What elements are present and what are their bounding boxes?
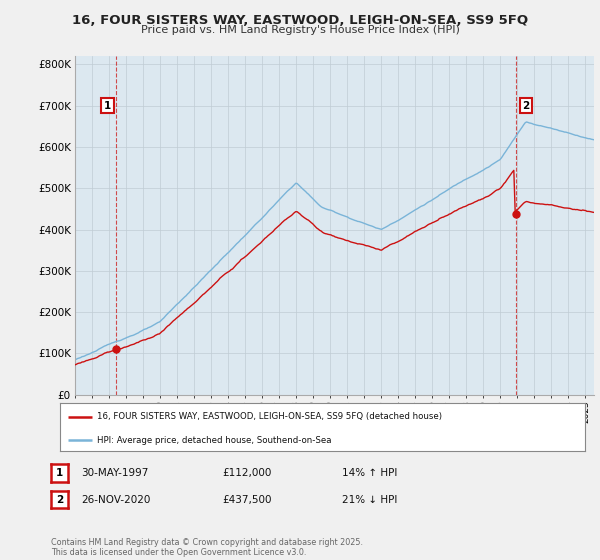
- Text: 16, FOUR SISTERS WAY, EASTWOOD, LEIGH-ON-SEA, SS9 5FQ (detached house): 16, FOUR SISTERS WAY, EASTWOOD, LEIGH-ON…: [97, 412, 442, 421]
- Text: 30-MAY-1997: 30-MAY-1997: [81, 468, 148, 478]
- Text: 16, FOUR SISTERS WAY, EASTWOOD, LEIGH-ON-SEA, SS9 5FQ: 16, FOUR SISTERS WAY, EASTWOOD, LEIGH-ON…: [72, 14, 528, 27]
- Text: 26-NOV-2020: 26-NOV-2020: [81, 494, 151, 505]
- Text: Contains HM Land Registry data © Crown copyright and database right 2025.
This d: Contains HM Land Registry data © Crown c…: [51, 538, 363, 557]
- Text: 21% ↓ HPI: 21% ↓ HPI: [342, 494, 397, 505]
- Text: 2: 2: [523, 101, 530, 110]
- Text: 2: 2: [56, 494, 63, 505]
- Text: £112,000: £112,000: [222, 468, 271, 478]
- Text: £437,500: £437,500: [222, 494, 271, 505]
- Text: 14% ↑ HPI: 14% ↑ HPI: [342, 468, 397, 478]
- Text: Price paid vs. HM Land Registry's House Price Index (HPI): Price paid vs. HM Land Registry's House …: [140, 25, 460, 35]
- Text: 1: 1: [104, 101, 111, 110]
- Text: 1: 1: [56, 468, 63, 478]
- Text: HPI: Average price, detached house, Southend-on-Sea: HPI: Average price, detached house, Sout…: [97, 436, 331, 445]
